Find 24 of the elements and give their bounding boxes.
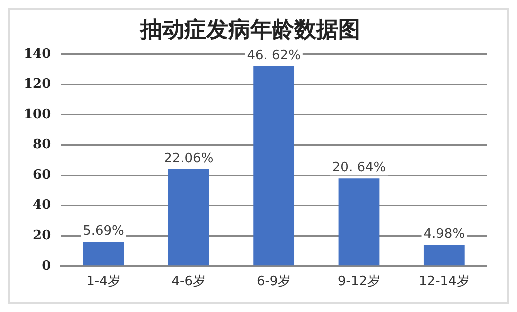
x-tick-label: 12-14岁 <box>419 274 470 290</box>
bar <box>254 66 295 266</box>
annotation: 20. 64% <box>332 160 386 176</box>
bar <box>168 169 210 266</box>
x-tick-label: 4-6岁 <box>172 274 206 290</box>
y-tick-label: 60 <box>33 168 52 183</box>
annotation: 46. 62% <box>247 48 301 64</box>
annotation: 22.06% <box>164 151 214 166</box>
bar <box>424 245 465 266</box>
y-tick-label: 20 <box>33 228 52 244</box>
y-tick-label: 140 <box>24 46 52 62</box>
x-tick-label: 1-4岁 <box>86 274 121 290</box>
y-tick-label: 120 <box>24 77 52 92</box>
y-tick-label: 40 <box>33 198 52 214</box>
y-tick-label: 100 <box>24 107 52 122</box>
annotation: 4.98% <box>424 227 466 242</box>
x-tick-label: 6-9岁 <box>256 274 292 290</box>
y-tick-label: 80 <box>33 138 52 153</box>
y-tick-label: 0 <box>42 258 52 274</box>
x-tick-label: 9-12岁 <box>338 274 380 290</box>
annotation: 5.69% <box>83 224 124 240</box>
chart-title: 抽动症发病年龄数据图 <box>140 16 360 43</box>
bar <box>338 178 380 266</box>
bar <box>83 242 124 266</box>
